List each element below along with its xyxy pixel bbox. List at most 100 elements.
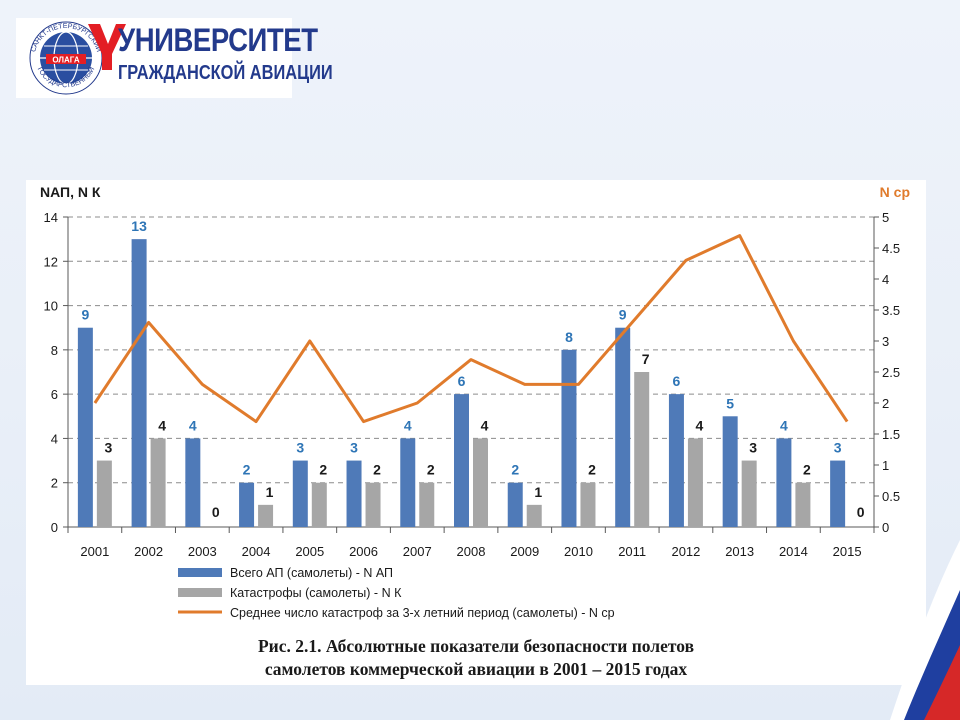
x-tick-label: 2008 bbox=[457, 544, 486, 559]
bar-catastrophes bbox=[741, 460, 757, 527]
y-right-tick-label: 2.5 bbox=[882, 365, 900, 380]
data-label-total-ap: 3 bbox=[834, 440, 842, 456]
x-tick-label: 2002 bbox=[134, 544, 163, 559]
y-right-tick-label: 3.5 bbox=[882, 303, 900, 318]
y-right-tick-label: 1 bbox=[882, 458, 889, 473]
bar-catastrophes bbox=[580, 482, 596, 527]
figure-caption-line2: самолетов коммерческой авиации в 2001 – … bbox=[264, 659, 688, 679]
legend-swatch-total-ap bbox=[178, 568, 222, 577]
x-tick-label: 2012 bbox=[671, 544, 700, 559]
bar-total-ap bbox=[454, 394, 469, 527]
x-tick-label: 2009 bbox=[510, 544, 539, 559]
bar-catastrophes bbox=[150, 438, 166, 527]
x-tick-label: 2004 bbox=[242, 544, 271, 559]
bar-total-ap bbox=[292, 460, 308, 527]
y-right-tick-label: 2 bbox=[882, 396, 889, 411]
bar-total-ap bbox=[722, 416, 738, 527]
data-label-catastrophes: 2 bbox=[319, 462, 327, 478]
y-right-tick-label: 4.5 bbox=[882, 241, 900, 256]
y-right-axis-title: N ср bbox=[880, 184, 910, 200]
y-left-tick-label: 6 bbox=[51, 387, 58, 402]
data-label-total-ap: 9 bbox=[81, 307, 89, 323]
x-tick-label: 2006 bbox=[349, 544, 378, 559]
data-label-catastrophes: 4 bbox=[481, 417, 489, 433]
y-right-tick-label: 0.5 bbox=[882, 489, 900, 504]
legend-label-total-ap: Всего АП (самолеты) - N АП bbox=[230, 566, 393, 580]
data-label-total-ap: 2 bbox=[511, 462, 519, 478]
bar-catastrophes bbox=[96, 460, 112, 527]
y-right-tick-label: 1.5 bbox=[882, 427, 900, 442]
figure-caption-line1: Рис. 2.1. Абсолютные показатели безопасн… bbox=[257, 636, 695, 656]
data-label-total-ap: 5 bbox=[726, 395, 734, 411]
y-right-tick-label: 0 bbox=[882, 520, 889, 535]
legend-swatch-catastrophes bbox=[178, 588, 222, 597]
data-label-catastrophes: 1 bbox=[534, 484, 542, 500]
data-label-total-ap: 6 bbox=[458, 373, 466, 389]
y-left-tick-label: 0 bbox=[51, 520, 58, 535]
x-tick-label: 2011 bbox=[618, 544, 646, 559]
data-label-total-ap: 4 bbox=[189, 417, 197, 433]
bar-total-ap bbox=[776, 438, 792, 527]
logo-badge-text: ОЛАГА bbox=[52, 56, 79, 65]
data-label-total-ap: 2 bbox=[243, 462, 251, 478]
line-avg-catastrophes bbox=[93, 234, 849, 424]
bar-catastrophes bbox=[258, 504, 274, 527]
y-left-tick-label: 8 bbox=[51, 343, 58, 358]
bar-catastrophes bbox=[311, 482, 327, 527]
bar-total-ap bbox=[239, 482, 255, 527]
x-tick-label: 2014 bbox=[779, 544, 808, 559]
data-label-total-ap: 8 bbox=[565, 329, 573, 345]
y-right-tick-label: 3 bbox=[882, 334, 889, 349]
data-label-catastrophes: 3 bbox=[749, 440, 757, 456]
bar-total-ap bbox=[131, 239, 147, 527]
data-label-total-ap: 4 bbox=[780, 417, 788, 433]
bar-catastrophes bbox=[634, 372, 650, 527]
bar-catastrophes bbox=[473, 438, 488, 527]
data-label-catastrophes: 3 bbox=[104, 440, 112, 456]
x-tick-label: 2015 bbox=[833, 544, 862, 559]
data-label-catastrophes: 4 bbox=[696, 417, 704, 433]
bar-catastrophes bbox=[419, 482, 435, 527]
university-logo: ОЛАГА САНКТ-ПЕТЕРБУРГСКИЙ ГОСУДАРСТВЕННЫ… bbox=[16, 18, 333, 98]
bar-total-ap bbox=[668, 394, 684, 527]
bar-total-ap bbox=[507, 482, 523, 527]
bar-total-ap bbox=[615, 327, 631, 527]
bar-total-ap bbox=[561, 349, 577, 527]
data-label-total-ap: 13 bbox=[131, 218, 147, 234]
chart-panel: 0 2 4 6 8 10 12 14 0 0.5 1 1.5 2 2.5 3 3.5 4 4.5 5 NАП, N К… bbox=[26, 180, 926, 685]
x-tick-label: 2001 bbox=[80, 544, 109, 559]
y-right-tick-label: 5 bbox=[882, 210, 889, 225]
bar-total-ap bbox=[830, 460, 846, 527]
data-label-total-ap: 3 bbox=[350, 440, 358, 456]
bar-catastrophes bbox=[687, 438, 703, 527]
bar-catastrophes bbox=[795, 482, 811, 527]
data-label-catastrophes: 4 bbox=[158, 417, 166, 433]
bar-catastrophes bbox=[526, 504, 542, 527]
x-tick-label: 2005 bbox=[295, 544, 324, 559]
data-label-catastrophes: 7 bbox=[642, 351, 650, 367]
y-left-tick-label: 4 bbox=[51, 431, 58, 446]
y-left-tick-label: 12 bbox=[44, 254, 58, 269]
data-label-total-ap: 4 bbox=[404, 417, 412, 433]
bar-catastrophes bbox=[365, 482, 381, 527]
data-label-total-ap: 9 bbox=[619, 307, 627, 323]
y-left-axis-title: NАП, N К bbox=[40, 184, 101, 200]
data-label-total-ap: 6 bbox=[673, 373, 681, 389]
data-label-catastrophes: 2 bbox=[427, 462, 435, 478]
x-tick-label: 2013 bbox=[725, 544, 754, 559]
y-right-tick-label: 4 bbox=[882, 272, 889, 287]
bar-total-ap bbox=[77, 327, 93, 527]
logo-y-mark-icon bbox=[88, 24, 126, 70]
data-label-catastrophes: 2 bbox=[588, 462, 596, 478]
data-label-catastrophes: 1 bbox=[266, 484, 274, 500]
data-label-catastrophes: 2 bbox=[803, 462, 811, 478]
data-label-catastrophes: 2 bbox=[373, 462, 381, 478]
logo-title: УНИВЕРСИТЕТ bbox=[118, 22, 318, 58]
x-tick-label: 2007 bbox=[403, 544, 432, 559]
data-label-catastrophes: 0 bbox=[857, 504, 865, 520]
flag-decoration bbox=[890, 540, 960, 720]
legend-label-avg-catastrophes: Среднее число катастроф за 3-х летний пе… bbox=[230, 606, 615, 620]
bar-total-ap bbox=[185, 438, 201, 527]
data-label-catastrophes: 0 bbox=[212, 504, 220, 520]
bar-total-ap bbox=[400, 438, 416, 527]
